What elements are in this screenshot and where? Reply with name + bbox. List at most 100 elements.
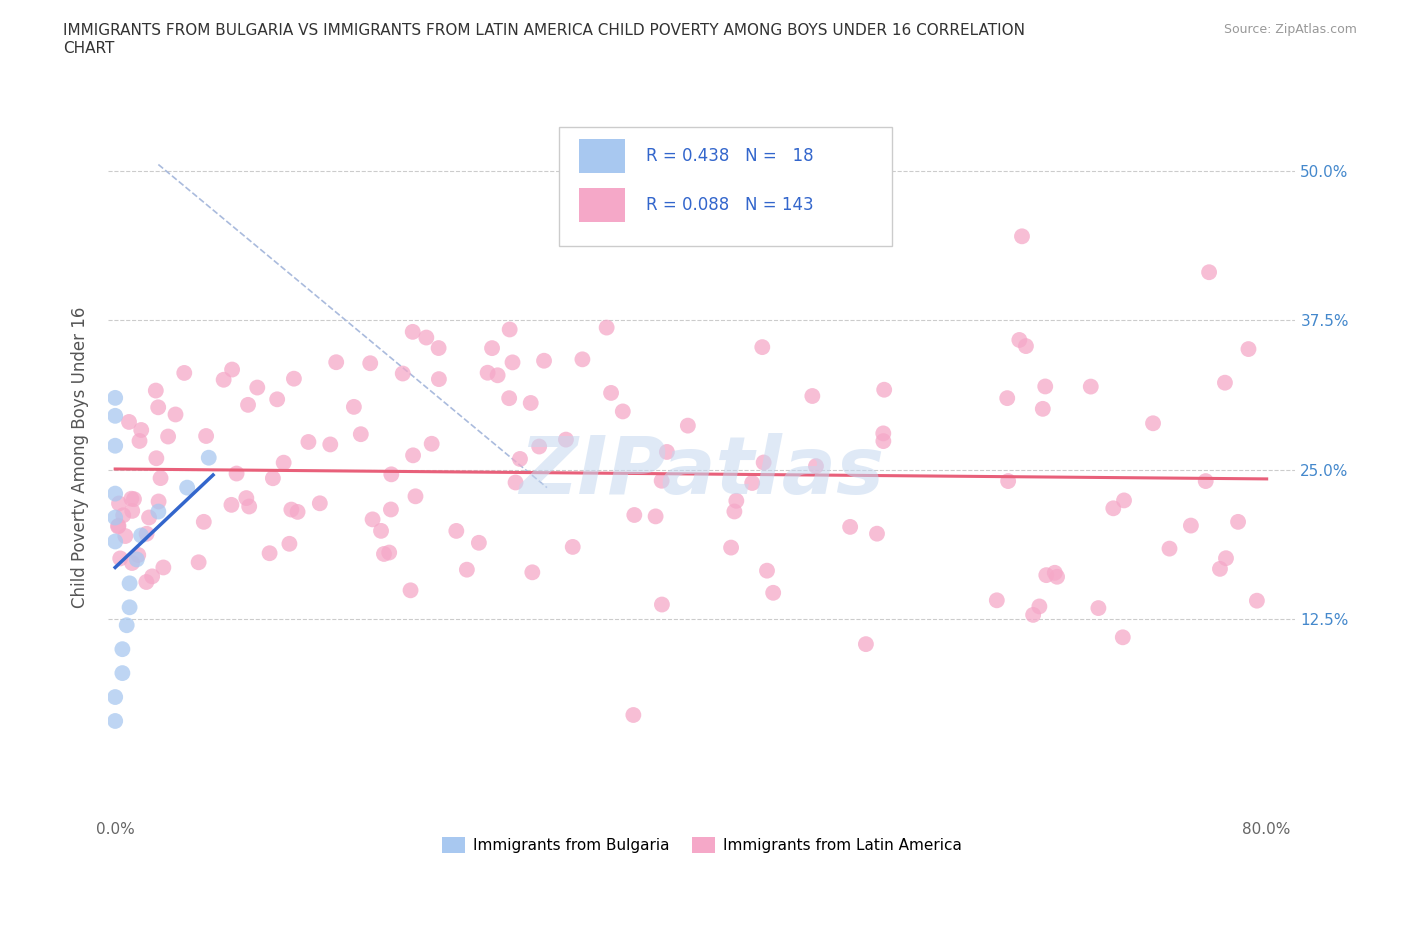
Point <box>402 448 425 463</box>
Point <box>801 389 824 404</box>
Point <box>751 339 773 354</box>
Point <box>1022 607 1045 622</box>
Point <box>502 355 524 370</box>
Point <box>111 666 134 681</box>
Point <box>725 493 748 508</box>
Point <box>104 486 127 501</box>
Point <box>1046 569 1069 584</box>
Point <box>399 583 422 598</box>
Point <box>427 372 450 387</box>
Point <box>456 563 478 578</box>
Point <box>118 415 141 430</box>
Point <box>135 526 157 541</box>
Point <box>1246 593 1268 608</box>
Point <box>350 427 373 442</box>
Point <box>571 352 593 366</box>
Point <box>235 491 257 506</box>
Point <box>104 391 127 405</box>
Point <box>176 480 198 495</box>
Point <box>1213 375 1236 390</box>
Point <box>651 597 673 612</box>
Text: ZIPatlas: ZIPatlas <box>519 433 884 512</box>
Point <box>481 340 503 355</box>
Point <box>114 528 136 543</box>
Point <box>427 340 450 355</box>
FancyBboxPatch shape <box>560 127 891 246</box>
Point <box>187 555 209 570</box>
Point <box>498 391 520 405</box>
Text: R = 0.438   N =   18: R = 0.438 N = 18 <box>645 147 814 165</box>
Legend: Immigrants from Bulgaria, Immigrants from Latin America: Immigrants from Bulgaria, Immigrants fro… <box>436 831 967 859</box>
Point <box>138 510 160 525</box>
Point <box>1008 333 1031 348</box>
Point <box>391 366 413 381</box>
Point <box>152 560 174 575</box>
Point <box>1015 339 1038 353</box>
Point <box>104 690 127 705</box>
Point <box>872 426 894 441</box>
Point <box>509 451 531 466</box>
Point <box>112 508 135 523</box>
Point <box>135 575 157 590</box>
Point <box>149 471 172 485</box>
Point <box>1043 565 1066 580</box>
Point <box>855 637 877 652</box>
Point <box>873 382 896 397</box>
Point <box>107 518 129 533</box>
Point <box>195 429 218 444</box>
Point <box>145 451 167 466</box>
Point <box>1209 562 1232 577</box>
Point <box>259 546 281 561</box>
Point <box>595 320 617 335</box>
Point <box>1227 514 1250 529</box>
Point <box>1087 601 1109 616</box>
Point <box>1142 416 1164 431</box>
Point <box>221 498 243 512</box>
Point <box>129 528 152 543</box>
Point <box>519 395 541 410</box>
Point <box>287 504 309 519</box>
Point <box>651 473 673 488</box>
FancyBboxPatch shape <box>579 139 624 173</box>
Point <box>486 368 509 383</box>
Point <box>1112 630 1135 644</box>
Point <box>446 524 468 538</box>
Point <box>561 539 583 554</box>
Point <box>1011 229 1033 244</box>
Point <box>104 408 127 423</box>
Point <box>1033 379 1056 394</box>
Point <box>246 380 269 395</box>
Point <box>1215 551 1237 565</box>
Text: R = 0.088   N = 143: R = 0.088 N = 143 <box>645 196 814 214</box>
Point <box>527 439 550 454</box>
Point <box>125 552 148 567</box>
Point <box>676 418 699 433</box>
Point <box>1032 402 1054 417</box>
Point <box>278 537 301 551</box>
Point <box>522 565 544 579</box>
Point <box>118 576 141 591</box>
Point <box>173 365 195 380</box>
Point <box>804 458 827 473</box>
Point <box>995 391 1018 405</box>
Point <box>115 618 138 632</box>
Point <box>1180 518 1202 533</box>
Point <box>110 551 132 565</box>
Point <box>373 547 395 562</box>
Point <box>361 512 384 526</box>
Point <box>108 496 131 511</box>
Point <box>555 432 578 447</box>
Point <box>283 371 305 386</box>
Point <box>1112 493 1135 508</box>
Point <box>104 438 127 453</box>
Point <box>477 365 499 380</box>
Point <box>193 514 215 529</box>
Point <box>752 455 775 470</box>
Point <box>127 548 149 563</box>
Point <box>266 392 288 406</box>
Point <box>468 536 491 551</box>
Point <box>165 407 187 422</box>
Point <box>118 600 141 615</box>
Point <box>1080 379 1102 394</box>
Point <box>308 496 330 511</box>
